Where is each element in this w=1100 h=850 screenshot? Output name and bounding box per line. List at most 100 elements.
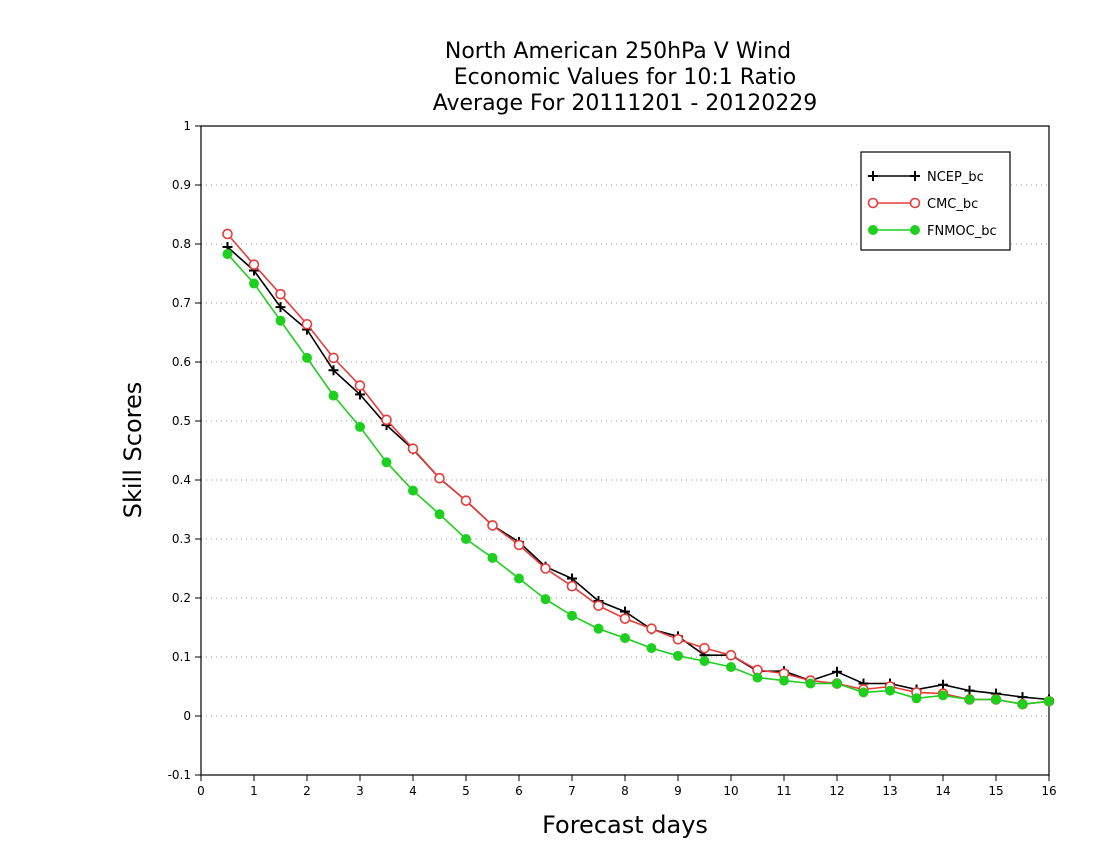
data-point (1017, 699, 1028, 710)
legend-box (860, 151, 1011, 251)
x-tick-label: 14 (935, 784, 950, 798)
y-tick-label: 0.6 (172, 355, 191, 369)
data-point (249, 278, 259, 289)
chart-title-line-1: North American 250hPa V Wind (445, 39, 791, 64)
series-line (226, 253, 1050, 706)
series-ncep-bc (222, 241, 1054, 705)
data-point (646, 643, 657, 654)
x-tick-label: 9 (674, 784, 682, 798)
x-tick-label: 13 (882, 784, 897, 798)
x-tick-label: 4 (409, 784, 417, 798)
chart-title-line-2: Economic Values for 10:1 Ratio (454, 65, 796, 90)
legend-entry: CMC_bc (867, 197, 978, 212)
data-point (381, 414, 392, 426)
legend-marker-start (868, 225, 878, 235)
x-tick-label: 6 (515, 784, 523, 798)
legend-marker-end (910, 225, 920, 235)
legend-label: NCEP_bc (927, 170, 984, 185)
data-point (593, 623, 604, 634)
data-point (593, 600, 604, 611)
x-axis-title: Forecast days (542, 811, 708, 839)
data-point (673, 650, 683, 661)
data-point (540, 563, 551, 574)
legend-label: CMC_bc (927, 197, 978, 212)
data-point (1044, 696, 1054, 707)
data-point (964, 694, 975, 705)
data-point (407, 443, 419, 455)
legend-marker-start (867, 197, 879, 209)
data-point (487, 520, 498, 531)
data-point (355, 389, 365, 400)
data-point (301, 318, 313, 330)
data-point (699, 656, 710, 667)
data-point (885, 685, 895, 696)
data-point (620, 633, 630, 644)
data-point (222, 228, 233, 240)
x-tick-label: 0 (197, 784, 205, 798)
chart-title: North American 250hPa V Wind Economic Va… (433, 39, 818, 116)
data-point (275, 302, 286, 313)
y-tick-label: 0.9 (172, 178, 191, 192)
series-line (226, 233, 1050, 706)
legend-marker-end (909, 197, 921, 209)
data-point (460, 495, 472, 506)
legend-marker-start (868, 171, 878, 181)
data-point (699, 642, 710, 654)
y-tick-label: 0.4 (172, 473, 191, 487)
data-point (328, 352, 339, 364)
data-point (434, 509, 445, 520)
chart-title-line-3: Average For 20111201 - 20120229 (433, 91, 818, 116)
data-point (805, 678, 816, 689)
series-line (226, 246, 1050, 701)
x-tick-label: 1 (250, 784, 258, 798)
data-point (248, 259, 260, 270)
data-point (354, 380, 366, 391)
x-tick-label: 5 (462, 784, 470, 798)
data-point (938, 679, 948, 690)
data-point (566, 580, 578, 592)
data-point (408, 485, 418, 496)
y-tick-label: 0.7 (172, 296, 191, 310)
y-tick-label: 0.3 (172, 532, 191, 546)
data-point (938, 690, 948, 701)
data-point (381, 457, 392, 468)
data-point (275, 288, 286, 300)
data-point (646, 623, 657, 634)
x-tick-label: 8 (621, 784, 629, 798)
data-point (619, 613, 631, 624)
data-point (964, 685, 975, 696)
x-tick-label: 16 (1041, 784, 1056, 798)
legend-label: FNMOC_bc (927, 224, 997, 239)
series-fnmoc-bc (222, 249, 1054, 710)
y-axis-title: Skill Scores (119, 382, 147, 519)
y-tick-label: 0 (183, 709, 191, 723)
y-tick-label: 0.1 (172, 650, 191, 664)
data-point (222, 249, 233, 260)
y-tick-label: 0.5 (172, 414, 191, 428)
legend-marker-end (910, 171, 920, 181)
y-tick-label: 0.2 (172, 591, 191, 605)
data-point (514, 573, 524, 584)
x-tick-label: 7 (568, 784, 576, 798)
data-point (328, 390, 339, 401)
data-point (858, 687, 869, 698)
data-point (540, 594, 551, 605)
data-point (752, 672, 763, 683)
x-tick-label: 2 (303, 784, 311, 798)
legend-entry: FNMOC_bc (868, 224, 997, 239)
data-point (672, 633, 684, 645)
data-point (567, 610, 577, 621)
y-tick-label: -0.1 (168, 768, 191, 782)
data-point (513, 539, 525, 551)
x-tick-label: 3 (356, 784, 364, 798)
x-tick-label: 12 (829, 784, 844, 798)
data-point (275, 315, 286, 326)
data-point (328, 365, 339, 376)
y-tick-label: 1 (183, 119, 191, 133)
data-point (991, 694, 1001, 705)
x-tick-label: 10 (723, 784, 738, 798)
legend-entry: NCEP_bc (868, 170, 984, 185)
data-point (302, 352, 312, 363)
data-point (726, 662, 736, 673)
data-point (434, 472, 445, 484)
